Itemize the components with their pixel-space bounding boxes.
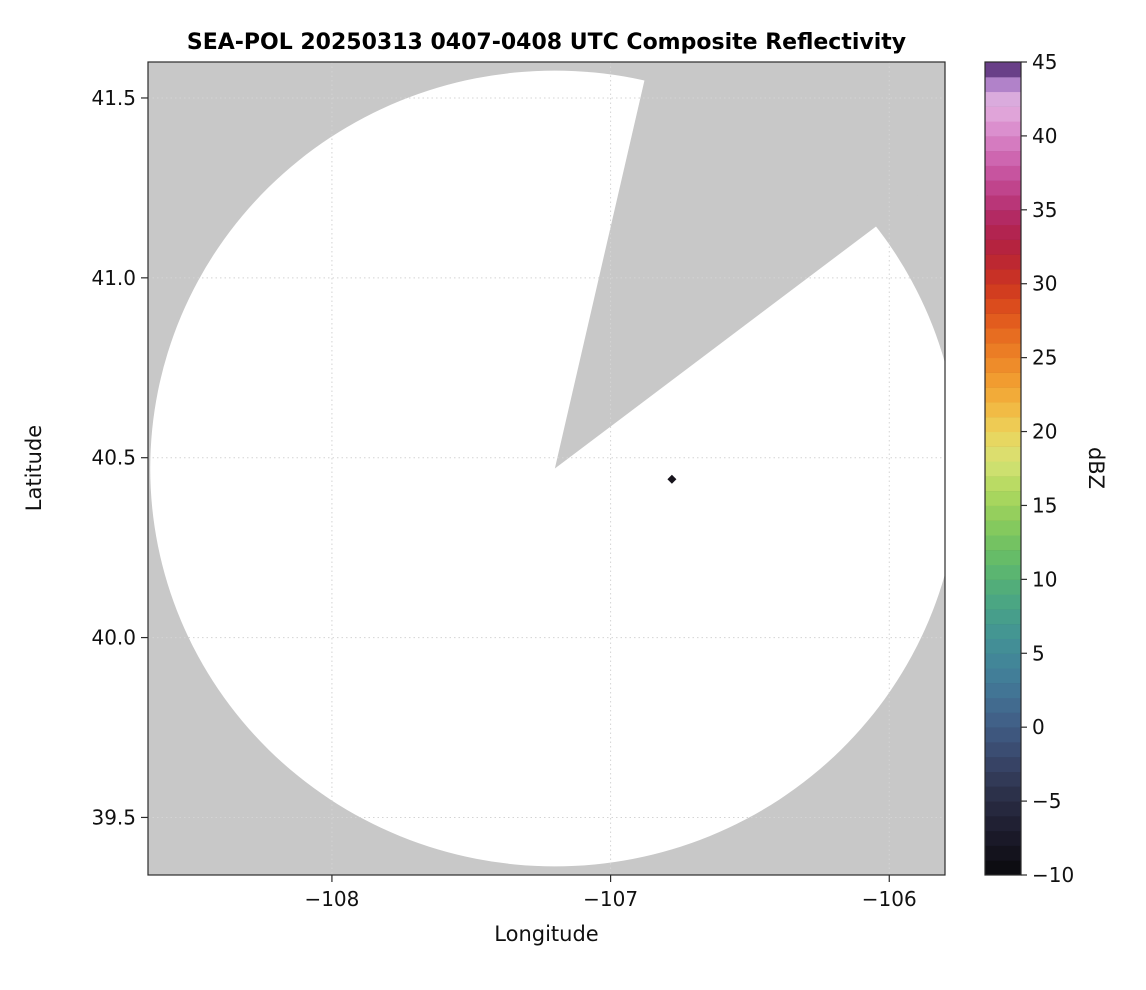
colorbar-band — [985, 815, 1021, 832]
colorbar-band — [985, 579, 1021, 595]
colorbar-band — [985, 195, 1021, 211]
colorbar-band — [985, 771, 1021, 787]
colorbar-band — [985, 594, 1021, 610]
x-tick-label: −107 — [583, 887, 638, 911]
colorbar-band — [985, 150, 1021, 166]
colorbar-outline — [984, 61, 1022, 876]
colorbar-band — [985, 446, 1021, 462]
colorbar-tick-label: 35 — [1032, 198, 1057, 222]
colorbar-band — [985, 845, 1021, 861]
missing-data-sector — [554, 62, 945, 469]
y-tick-label: 39.5 — [91, 805, 136, 829]
colorbar-band — [985, 535, 1021, 551]
colorbar-band — [985, 283, 1021, 300]
colorbar-band — [985, 328, 1021, 344]
colorbar-band — [985, 638, 1021, 654]
colorbar-band — [985, 549, 1021, 566]
colorbar-band — [985, 62, 1021, 78]
colorbar-band — [985, 727, 1021, 743]
y-tick-label: 40.0 — [91, 626, 136, 650]
colorbar-band — [985, 239, 1021, 255]
y-tick-label: 40.5 — [91, 446, 136, 470]
colorbar-band — [985, 135, 1021, 152]
colorbar-band — [985, 298, 1021, 314]
colorbar-band — [985, 564, 1021, 580]
plot-border — [147, 61, 946, 876]
colorbar-tick-label: 15 — [1032, 493, 1057, 517]
colorbar-tick-label: 30 — [1032, 272, 1057, 296]
colorbar-band — [985, 475, 1021, 492]
colorbar-band — [985, 682, 1021, 699]
colorbar-band — [985, 357, 1021, 373]
colorbar-band — [985, 268, 1021, 285]
colorbar-band — [985, 165, 1021, 181]
colorbar-tick-label: 25 — [1032, 346, 1057, 370]
colorbar-band — [985, 342, 1021, 359]
colorbar-tick-label: 20 — [1032, 420, 1057, 444]
colorbar-band — [985, 431, 1021, 447]
colorbar-band — [985, 801, 1021, 817]
colorbar-band — [985, 712, 1021, 728]
colorbar-tick-label: 5 — [1032, 641, 1045, 665]
colorbar-tick-label: −5 — [1032, 789, 1061, 813]
colorbar-label: dBZ — [1084, 446, 1108, 490]
colorbar-band — [985, 121, 1021, 137]
colorbar-band — [985, 668, 1021, 684]
colorbar-band — [985, 76, 1021, 93]
colorbar-band — [985, 209, 1021, 226]
colorbar-band — [985, 756, 1021, 773]
colorbar-band — [985, 106, 1021, 122]
colorbar-band — [985, 830, 1021, 846]
colorbar-band — [985, 461, 1021, 477]
colorbar-band — [985, 313, 1021, 329]
colorbar-tick-label: 45 — [1032, 50, 1057, 74]
colorbar-band — [985, 416, 1021, 433]
colorbar-band — [985, 623, 1021, 639]
colorbar-band — [985, 505, 1021, 521]
colorbar-tick-label: 10 — [1032, 567, 1057, 591]
colorbar-band — [985, 520, 1021, 536]
x-tick-label: −108 — [304, 887, 359, 911]
colorbar-band — [985, 653, 1021, 669]
colorbar-band — [985, 254, 1021, 270]
x-tick-label: −106 — [862, 887, 917, 911]
colorbar-band — [985, 741, 1021, 758]
chart-title: SEA-POL 20250313 0407-0408 UTC Composite… — [186, 30, 907, 55]
echo-point — [667, 474, 677, 484]
colorbar-band — [985, 860, 1021, 876]
colorbar-band — [985, 180, 1021, 196]
colorbar-band — [985, 387, 1021, 403]
colorbar-band — [985, 401, 1021, 418]
x-axis-label: Longitude — [494, 922, 599, 946]
colorbar-band — [985, 608, 1021, 625]
colorbar-band — [985, 372, 1021, 388]
colorbar-band — [985, 697, 1021, 713]
colorbar-band — [985, 490, 1021, 506]
colorbar: −10 −5 0 5 10 15 20 25 30 35 40 45 — [984, 50, 1074, 887]
y-tick-label: 41.0 — [91, 266, 136, 290]
y-tick-label: 41.5 — [91, 86, 136, 110]
y-axis-label: Latitude — [22, 424, 46, 512]
colorbar-band — [985, 224, 1021, 240]
colorbar-tick-label: 0 — [1032, 715, 1045, 739]
colorbar-tick-label: −10 — [1032, 863, 1074, 887]
colorbar-band — [985, 91, 1021, 107]
colorbar-band — [985, 786, 1021, 802]
colorbar-tick-label: 40 — [1032, 124, 1057, 148]
